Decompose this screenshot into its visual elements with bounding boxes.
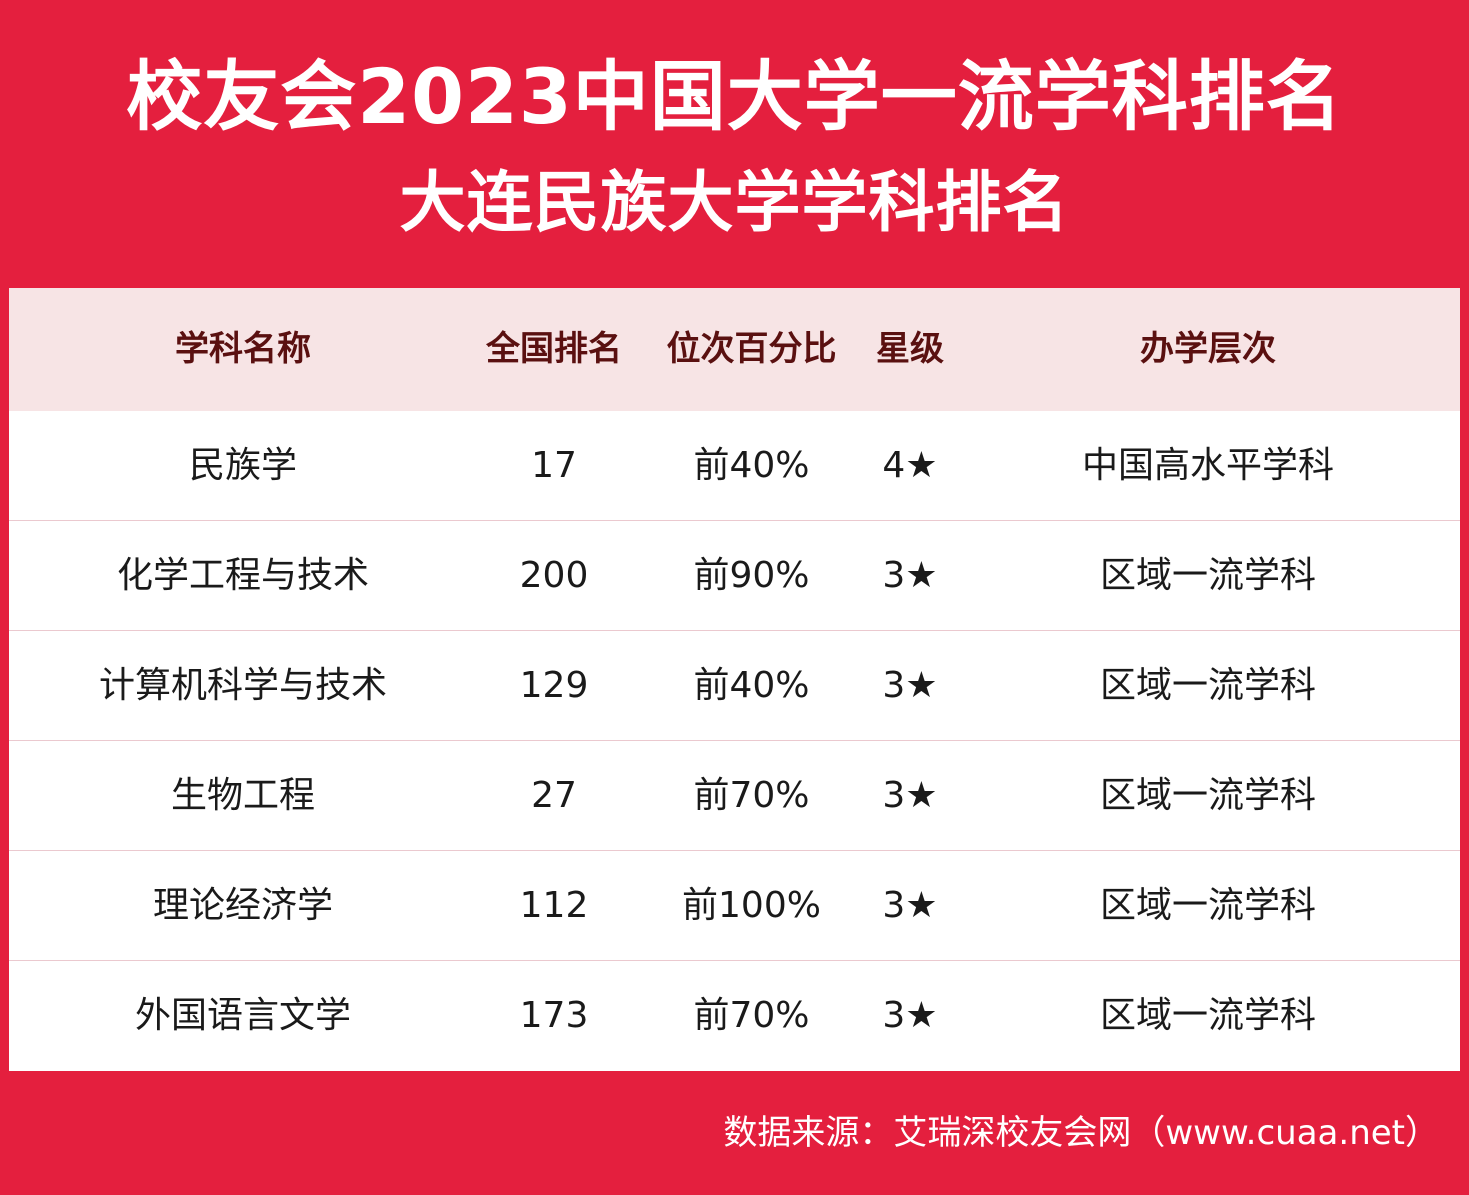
cell-subject-name: 生物工程: [170, 775, 315, 816]
cell-percentile: 前70%: [693, 775, 810, 816]
table-row: 生物工程 27 前70% 3★ 区域一流学科: [9, 741, 1460, 851]
cell-percentile: 前90%: [693, 555, 810, 596]
table-row: 计算机科学与技术 129 前40% 3★ 区域一流学科: [9, 631, 1460, 741]
cell-star-level: 4★: [882, 445, 938, 486]
header-national-rank: 全国排名: [486, 329, 622, 369]
cell-subject-name: 民族学: [188, 445, 297, 486]
cell-national-rank: 200: [519, 555, 589, 596]
cell-percentile: 前40%: [693, 445, 810, 486]
cell-subject-name: 计算机科学与技术: [98, 665, 387, 706]
cell-subject-name: 化学工程与技术: [116, 555, 369, 596]
cell-national-rank: 112: [519, 885, 589, 926]
cell-percentile: 前100%: [682, 885, 821, 926]
sub-title: 大连民族大学学科排名: [399, 164, 1070, 241]
cell-school-level: 区域一流学科: [1099, 555, 1316, 596]
table-row: 化学工程与技术 200 前90% 3★ 区域一流学科: [9, 521, 1460, 631]
header-subject-name: 学科名称: [175, 329, 311, 369]
header-star-level: 星级: [876, 329, 944, 369]
header-school-level: 办学层次: [1140, 329, 1276, 369]
cell-percentile: 前40%: [693, 665, 810, 706]
table-row: 民族学 17 前40% 4★ 中国高水平学科: [9, 411, 1460, 521]
cell-percentile: 前70%: [693, 995, 810, 1036]
cell-school-level: 中国高水平学科: [1081, 445, 1334, 486]
main-title: 校友会2023中国大学一流学科排名: [126, 52, 1343, 141]
cell-school-level: 区域一流学科: [1099, 665, 1316, 706]
cell-national-rank: 129: [519, 665, 589, 706]
table-row: 理论经济学 112 前100% 3★ 区域一流学科: [9, 851, 1460, 961]
table-row: 外国语言文学 173 前70% 3★ 区域一流学科: [9, 961, 1460, 1071]
cell-school-level: 区域一流学科: [1099, 885, 1316, 926]
cell-subject-name: 理论经济学: [152, 885, 333, 926]
cell-star-level: 3★: [882, 995, 938, 1036]
ranking-table: 学科名称 全国排名 位次百分比 星级 办学层次 民族学 17 前40% 4★ 中…: [9, 288, 1460, 1071]
data-source-note: 数据来源：艾瑞深校友会网（www.cuaa.net）: [723, 1113, 1439, 1153]
cell-star-level: 3★: [882, 775, 938, 816]
header-percentile: 位次百分比: [666, 329, 837, 369]
cell-star-level: 3★: [882, 665, 938, 706]
title-banner: 校友会2023中国大学一流学科排名 大连民族大学学科排名: [0, 0, 1469, 288]
cell-star-level: 3★: [882, 555, 938, 596]
cell-subject-name: 外国语言文学: [134, 995, 351, 1036]
cell-school-level: 区域一流学科: [1099, 995, 1316, 1036]
cell-national-rank: 17: [531, 445, 577, 486]
cell-national-rank: 173: [519, 995, 589, 1036]
cell-school-level: 区域一流学科: [1099, 775, 1316, 816]
cell-star-level: 3★: [882, 885, 938, 926]
cell-national-rank: 27: [531, 775, 577, 816]
table-header: 学科名称 全国排名 位次百分比 星级 办学层次: [9, 288, 1460, 411]
